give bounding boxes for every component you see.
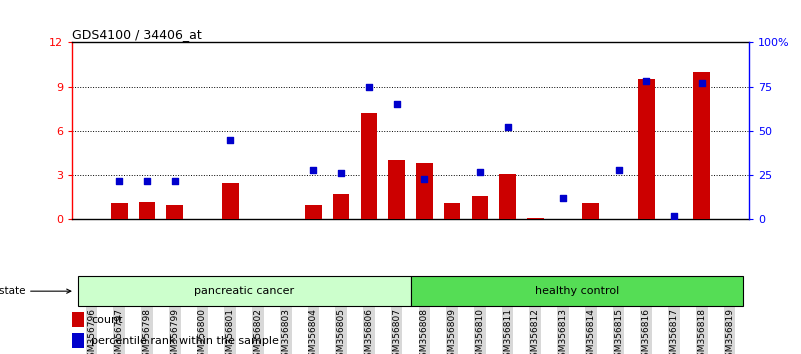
Text: GSM356796: GSM356796 <box>87 308 96 354</box>
Text: GSM356798: GSM356798 <box>143 308 151 354</box>
Point <box>223 137 236 143</box>
Point <box>390 102 403 107</box>
Point <box>557 195 570 201</box>
Text: count: count <box>91 315 123 325</box>
Bar <box>222 183 239 219</box>
Bar <box>111 203 127 219</box>
Text: disease state: disease state <box>0 286 70 296</box>
Text: GSM356800: GSM356800 <box>198 308 207 354</box>
Bar <box>472 196 488 219</box>
Bar <box>72 312 84 327</box>
Text: GSM356819: GSM356819 <box>725 308 734 354</box>
Text: GSM356803: GSM356803 <box>281 308 290 354</box>
Text: GSM356809: GSM356809 <box>448 308 457 354</box>
Point <box>335 171 348 176</box>
Text: GSM356812: GSM356812 <box>531 308 540 354</box>
Bar <box>360 113 377 219</box>
Bar <box>416 164 433 219</box>
Bar <box>694 72 710 219</box>
Text: GSM356814: GSM356814 <box>586 308 595 354</box>
Bar <box>444 203 461 219</box>
Text: GSM356807: GSM356807 <box>392 308 401 354</box>
Point <box>695 80 708 86</box>
Point <box>307 167 320 173</box>
Text: GSM356804: GSM356804 <box>309 308 318 354</box>
Bar <box>72 333 84 348</box>
Bar <box>582 203 599 219</box>
Bar <box>411 276 743 306</box>
Point <box>168 178 181 183</box>
Text: GSM356808: GSM356808 <box>420 308 429 354</box>
Bar <box>167 205 183 219</box>
Text: GSM356797: GSM356797 <box>115 308 123 354</box>
Point <box>501 125 514 130</box>
Bar <box>638 79 654 219</box>
Bar <box>499 174 516 219</box>
Point <box>113 178 126 183</box>
Text: GSM356805: GSM356805 <box>336 308 346 354</box>
Point <box>473 169 486 175</box>
Text: GSM356806: GSM356806 <box>364 308 373 354</box>
Text: pancreatic cancer: pancreatic cancer <box>194 286 294 296</box>
Text: percentile rank within the sample: percentile rank within the sample <box>91 336 279 346</box>
Bar <box>139 202 155 219</box>
Bar <box>78 276 411 306</box>
Bar <box>305 205 322 219</box>
Bar <box>388 160 405 219</box>
Text: GSM356815: GSM356815 <box>614 308 623 354</box>
Text: GSM356802: GSM356802 <box>253 308 263 354</box>
Text: GSM356810: GSM356810 <box>475 308 485 354</box>
Text: GSM356817: GSM356817 <box>670 308 678 354</box>
Point <box>612 167 625 173</box>
Text: GSM356816: GSM356816 <box>642 308 650 354</box>
Point <box>640 79 653 84</box>
Text: GDS4100 / 34406_at: GDS4100 / 34406_at <box>72 28 202 41</box>
Text: GSM356799: GSM356799 <box>171 308 179 354</box>
Point <box>363 84 376 90</box>
Bar <box>527 218 544 219</box>
Text: GSM356811: GSM356811 <box>503 308 512 354</box>
Text: GSM356818: GSM356818 <box>698 308 706 354</box>
Bar <box>333 194 349 219</box>
Point <box>418 176 431 182</box>
Point <box>667 213 680 219</box>
Text: healthy control: healthy control <box>535 286 619 296</box>
Text: GSM356801: GSM356801 <box>226 308 235 354</box>
Text: GSM356813: GSM356813 <box>558 308 568 354</box>
Point <box>141 178 154 183</box>
